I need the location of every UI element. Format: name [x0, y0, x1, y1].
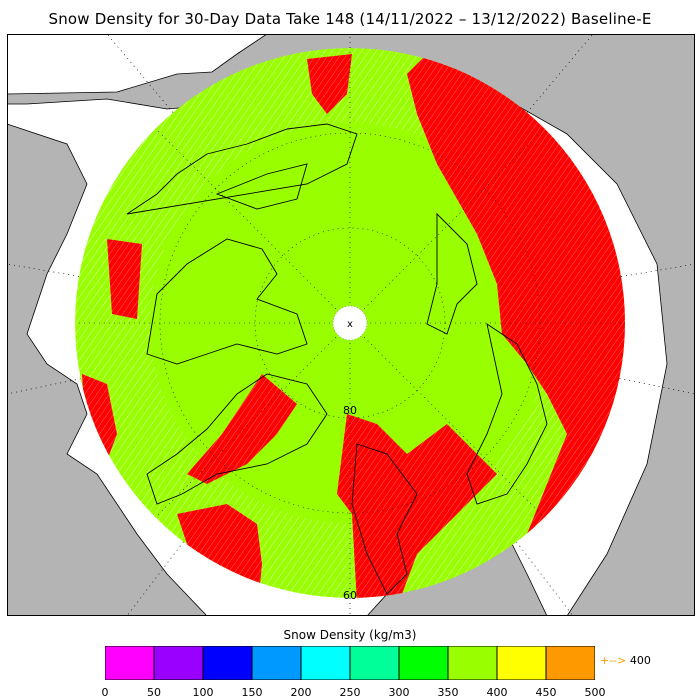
- polar-map: x 80 60: [7, 34, 695, 616]
- pole-marker: x: [347, 319, 353, 330]
- legend-tick-label: 250: [339, 686, 361, 699]
- legend-tick-label: 50: [147, 686, 161, 699]
- map-border: [7, 34, 695, 616]
- overflow-value: 400: [629, 654, 651, 667]
- legend-tick-label: 400: [486, 686, 508, 699]
- legend-tick-label: 150: [241, 686, 263, 699]
- legend-swatch: [251, 646, 302, 680]
- legend-tick-label: 500: [584, 686, 606, 699]
- legend-tick-label: 0: [101, 686, 109, 699]
- legend-swatch: [153, 646, 204, 680]
- legend-swatch: [545, 646, 595, 680]
- pole-hole: [332, 305, 368, 341]
- legend-title: Snow Density (kg/m3): [283, 628, 417, 642]
- map-svg: x 80 60: [7, 34, 695, 616]
- overflow-note: +--> 400: [600, 654, 651, 667]
- legend-swatch: [202, 646, 253, 680]
- legend-tick-label: 300: [388, 686, 410, 699]
- latitude-label-60: 60: [343, 589, 357, 602]
- legend-tick-label: 350: [437, 686, 459, 699]
- legend-swatch: [105, 646, 155, 680]
- legend-tick-label: 450: [535, 686, 557, 699]
- legend-swatch: [496, 646, 547, 680]
- latitude-label-80: 80: [343, 404, 357, 417]
- color-legend-bar: [105, 646, 595, 680]
- legend-tick-label: 100: [192, 686, 214, 699]
- legend-swatch: [447, 646, 498, 680]
- overflow-arrow: +-->: [600, 654, 627, 667]
- coastlines: [126, 123, 548, 595]
- legend-swatch: [398, 646, 449, 680]
- legend-swatch: [349, 646, 400, 680]
- map-title: Snow Density for 30-Day Data Take 148 (1…: [48, 10, 652, 28]
- legend-swatch: [300, 646, 351, 680]
- legend-tick-label: 200: [290, 686, 312, 699]
- meridians: [75, 48, 625, 598]
